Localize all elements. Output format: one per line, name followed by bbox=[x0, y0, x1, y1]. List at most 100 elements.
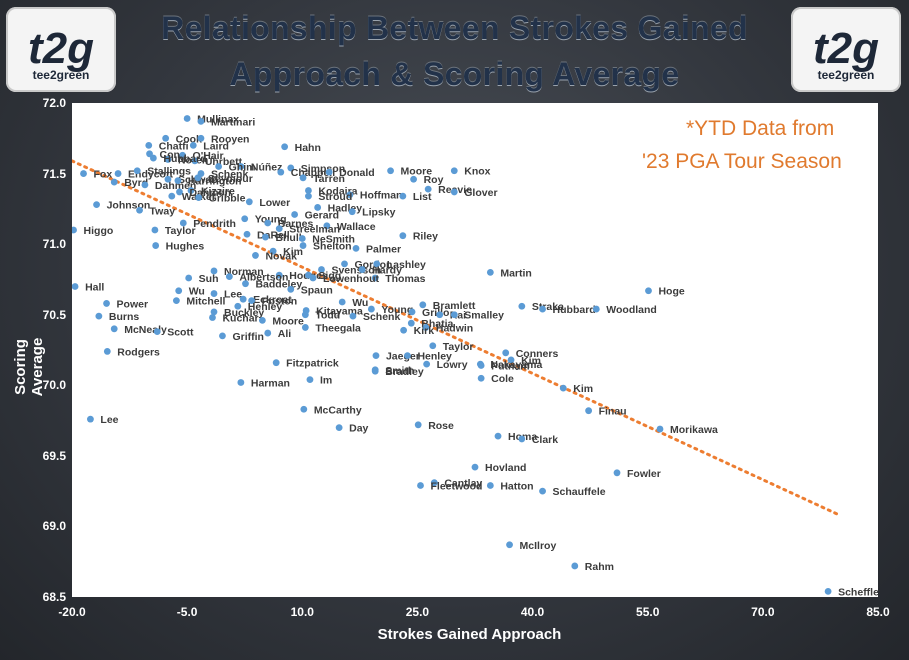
data-point-label: Martin bbox=[500, 267, 532, 279]
data-point: Glover bbox=[450, 187, 498, 199]
data-point-label: Conners bbox=[516, 348, 559, 360]
data-point-marker bbox=[372, 352, 380, 360]
data-point: Kim bbox=[269, 246, 303, 258]
x-tick-label: -5.0 bbox=[176, 605, 198, 619]
data-point-marker bbox=[314, 204, 322, 211]
data-point-marker bbox=[103, 348, 111, 355]
data-point-marker bbox=[153, 328, 161, 336]
data-point-marker bbox=[281, 143, 289, 151]
data-point-marker bbox=[264, 219, 272, 227]
data-point: Mullinax bbox=[183, 114, 239, 126]
data-point-marker bbox=[348, 208, 356, 216]
data-point: Palmer bbox=[352, 243, 401, 255]
data-point-marker bbox=[585, 407, 593, 415]
data-point-label: Hatton bbox=[500, 480, 533, 492]
data-point-marker bbox=[400, 326, 408, 334]
data-point: Bhatia bbox=[407, 318, 454, 330]
data-point-label: Donald bbox=[339, 167, 375, 179]
data-point: Kuchar bbox=[209, 313, 259, 325]
data-point: Dahmen bbox=[141, 180, 196, 192]
data-point: Lashley bbox=[373, 259, 426, 271]
data-point: Fowler bbox=[613, 468, 661, 480]
data-point-marker bbox=[110, 178, 118, 186]
data-point-label: Knox bbox=[464, 166, 490, 178]
data-point-label: Griffin bbox=[232, 331, 264, 343]
data-point-label: Wu bbox=[352, 297, 368, 309]
data-point: Cole bbox=[477, 373, 514, 385]
data-point-label: Hoffman bbox=[360, 190, 403, 202]
data-point-label: Putnam bbox=[491, 361, 530, 373]
data-point-marker bbox=[277, 168, 285, 176]
data-point-label: Lee bbox=[224, 289, 242, 301]
data-point: Hughes bbox=[152, 241, 204, 253]
data-point: Norman bbox=[210, 266, 264, 278]
data-point-marker bbox=[486, 268, 494, 276]
data-point-marker bbox=[323, 222, 331, 230]
data-point: Putnam bbox=[477, 361, 530, 373]
data-point-marker bbox=[243, 230, 251, 238]
t2g-logo-right: t2g tee2green bbox=[791, 7, 901, 92]
data-point-label: Streelman bbox=[289, 224, 340, 236]
t2g-logo-icon: t2g tee2green bbox=[813, 24, 879, 82]
data-point: Wu bbox=[338, 297, 368, 309]
data-point-marker bbox=[272, 359, 280, 367]
x-axis-label: Strokes Gained Approach bbox=[377, 626, 562, 643]
t2g-logo-left: t2g tee2green bbox=[6, 7, 116, 92]
data-point-marker bbox=[197, 117, 205, 125]
data-point-label: Hubbard bbox=[163, 153, 206, 165]
data-point-label: Higgo bbox=[84, 225, 114, 237]
x-tick-label: 40.0 bbox=[520, 605, 545, 619]
x-tick-label: 55.0 bbox=[636, 605, 660, 619]
data-point: Spaun bbox=[287, 284, 333, 296]
data-point-label: Kizzire bbox=[201, 186, 235, 198]
data-point-marker bbox=[152, 242, 160, 249]
data-point-marker bbox=[179, 219, 187, 227]
data-point-marker bbox=[87, 415, 94, 423]
data-point-marker bbox=[197, 170, 205, 177]
data-point-label: Fitzpatrick bbox=[286, 358, 339, 370]
data-point: Lower bbox=[245, 197, 290, 209]
data-point: Riley bbox=[399, 231, 438, 243]
data-point-label: Day bbox=[349, 423, 368, 435]
data-point: Rodgers bbox=[103, 346, 160, 358]
data-point-marker bbox=[242, 280, 249, 288]
data-point-marker bbox=[518, 435, 526, 443]
data-point-marker bbox=[239, 295, 247, 303]
data-point-label: Wallace bbox=[337, 221, 376, 233]
data-point-label: Morikawa bbox=[670, 424, 718, 436]
data-point-marker bbox=[436, 311, 444, 319]
data-point: Smalley bbox=[450, 310, 504, 322]
data-point-marker bbox=[450, 167, 458, 175]
data-point: Todd bbox=[301, 310, 340, 322]
y-tick-label: 71.0 bbox=[42, 237, 66, 252]
data-point-label: Lee bbox=[100, 414, 118, 426]
data-point-label: Bramlett bbox=[433, 300, 476, 312]
y-tick-label: 69.0 bbox=[42, 519, 66, 534]
data-point-label: Palmer bbox=[366, 243, 401, 255]
t2g-logo-icon: t2g tee2green bbox=[28, 24, 94, 82]
data-point: Kim bbox=[559, 383, 593, 395]
data-point-label: Schauffele bbox=[553, 486, 606, 498]
data-point-label: Cantlay bbox=[444, 478, 482, 490]
data-point: O'Hair bbox=[179, 150, 224, 162]
data-point-label: Fox bbox=[94, 169, 113, 181]
data-point-label: Laird bbox=[203, 140, 229, 152]
data-point: Cantlay bbox=[430, 478, 482, 490]
data-point: Young bbox=[241, 214, 287, 226]
data-point-label: Mitchell bbox=[186, 296, 225, 308]
data-point: Martinari bbox=[197, 116, 255, 128]
data-point-label: Núñez bbox=[251, 162, 283, 174]
data-point-marker bbox=[399, 192, 407, 200]
data-point-label: Ali bbox=[278, 328, 292, 340]
data-point: Stroud bbox=[305, 191, 352, 203]
data-point-marker bbox=[824, 587, 832, 595]
data-point-marker bbox=[318, 266, 325, 273]
data-point-label: Bradley bbox=[385, 366, 424, 378]
y-tick-label: 71.5 bbox=[42, 166, 66, 181]
data-point: Lipsky bbox=[348, 207, 396, 219]
data-point-marker bbox=[450, 311, 458, 319]
data-point: Bradley bbox=[371, 366, 424, 378]
data-point-label: Cole bbox=[491, 373, 514, 385]
data-point-label: Albertson bbox=[239, 272, 288, 284]
